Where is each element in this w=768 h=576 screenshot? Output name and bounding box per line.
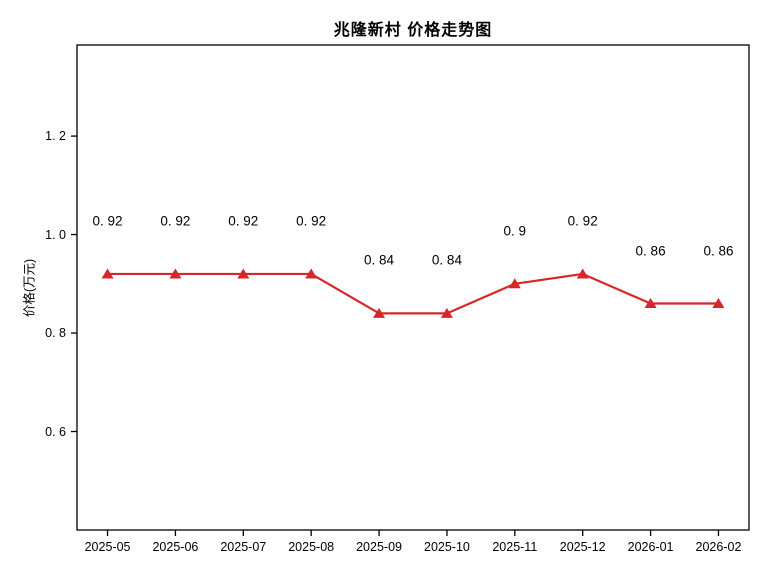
data-point-label: 0. 86: [703, 243, 734, 258]
y-tick-label: 1. 0: [45, 227, 66, 242]
data-point-marker: [101, 268, 114, 279]
x-tick-label: 2025-12: [559, 540, 606, 554]
x-tick-label: 2025-10: [424, 540, 470, 554]
data-point-label: 0. 92: [296, 213, 327, 229]
data-point-label: 0. 84: [364, 252, 395, 268]
data-point-marker: [508, 278, 521, 289]
x-tick-label: 2026-02: [695, 540, 742, 554]
x-tick-label: 2025-05: [84, 540, 131, 554]
x-tick-label: 2025-09: [356, 540, 402, 554]
data-point-marker: [237, 268, 250, 279]
data-point-label: 0. 9: [503, 223, 527, 239]
data-point-marker: [712, 298, 725, 309]
data-point-marker: [373, 307, 386, 318]
x-tick-label: 2025-08: [288, 540, 335, 554]
data-point-label: 0. 92: [567, 213, 598, 229]
data-point-label: 0. 86: [635, 243, 666, 258]
data-point-marker: [644, 298, 657, 309]
y-tick-label: 0. 6: [45, 424, 66, 439]
chart-title: 兆隆新村 价格走势图: [333, 22, 493, 39]
data-point-label: 0. 92: [160, 213, 191, 229]
data-point-label: 0. 92: [228, 213, 259, 229]
x-tick-label: 2025-06: [152, 540, 199, 554]
data-point-marker: [305, 268, 318, 279]
y-tick-label: 0. 8: [45, 326, 66, 341]
y-tick-label: 1. 2: [45, 129, 66, 144]
x-tick-label: 2025-07: [220, 540, 267, 554]
data-point-marker: [576, 268, 589, 279]
data-point-marker: [440, 307, 453, 318]
x-tick-label: 2025-11: [492, 540, 538, 554]
data-point-marker: [169, 268, 182, 279]
x-tick-label: 2026-01: [627, 540, 674, 554]
data-point-label: 0. 84: [431, 252, 462, 268]
axes-box: [76, 44, 750, 531]
data-point-label: 0. 92: [92, 213, 123, 229]
price-line: [107, 272, 719, 315]
